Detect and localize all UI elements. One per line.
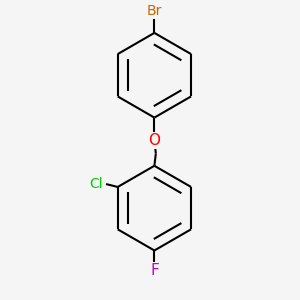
Text: F: F (150, 263, 159, 278)
Text: Br: Br (147, 4, 162, 18)
Text: Cl: Cl (89, 177, 103, 191)
Text: O: O (148, 133, 160, 148)
